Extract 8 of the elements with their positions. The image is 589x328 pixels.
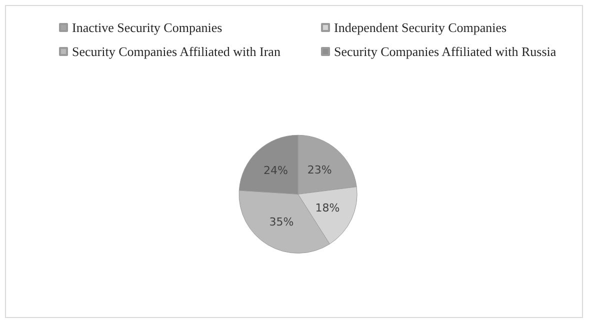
legend-label: Security Companies Affiliated with Iran: [72, 44, 281, 59]
legend-label: Security Companies Affiliated with Russia: [334, 44, 556, 59]
data-label: 35%: [269, 216, 294, 229]
data-label: 23%: [307, 163, 332, 176]
data-label: 18%: [315, 202, 340, 215]
legend-label: Independent Security Companies: [334, 20, 507, 35]
data-label: 24%: [264, 164, 288, 177]
legend-label: Inactive Security Companies: [72, 20, 222, 35]
